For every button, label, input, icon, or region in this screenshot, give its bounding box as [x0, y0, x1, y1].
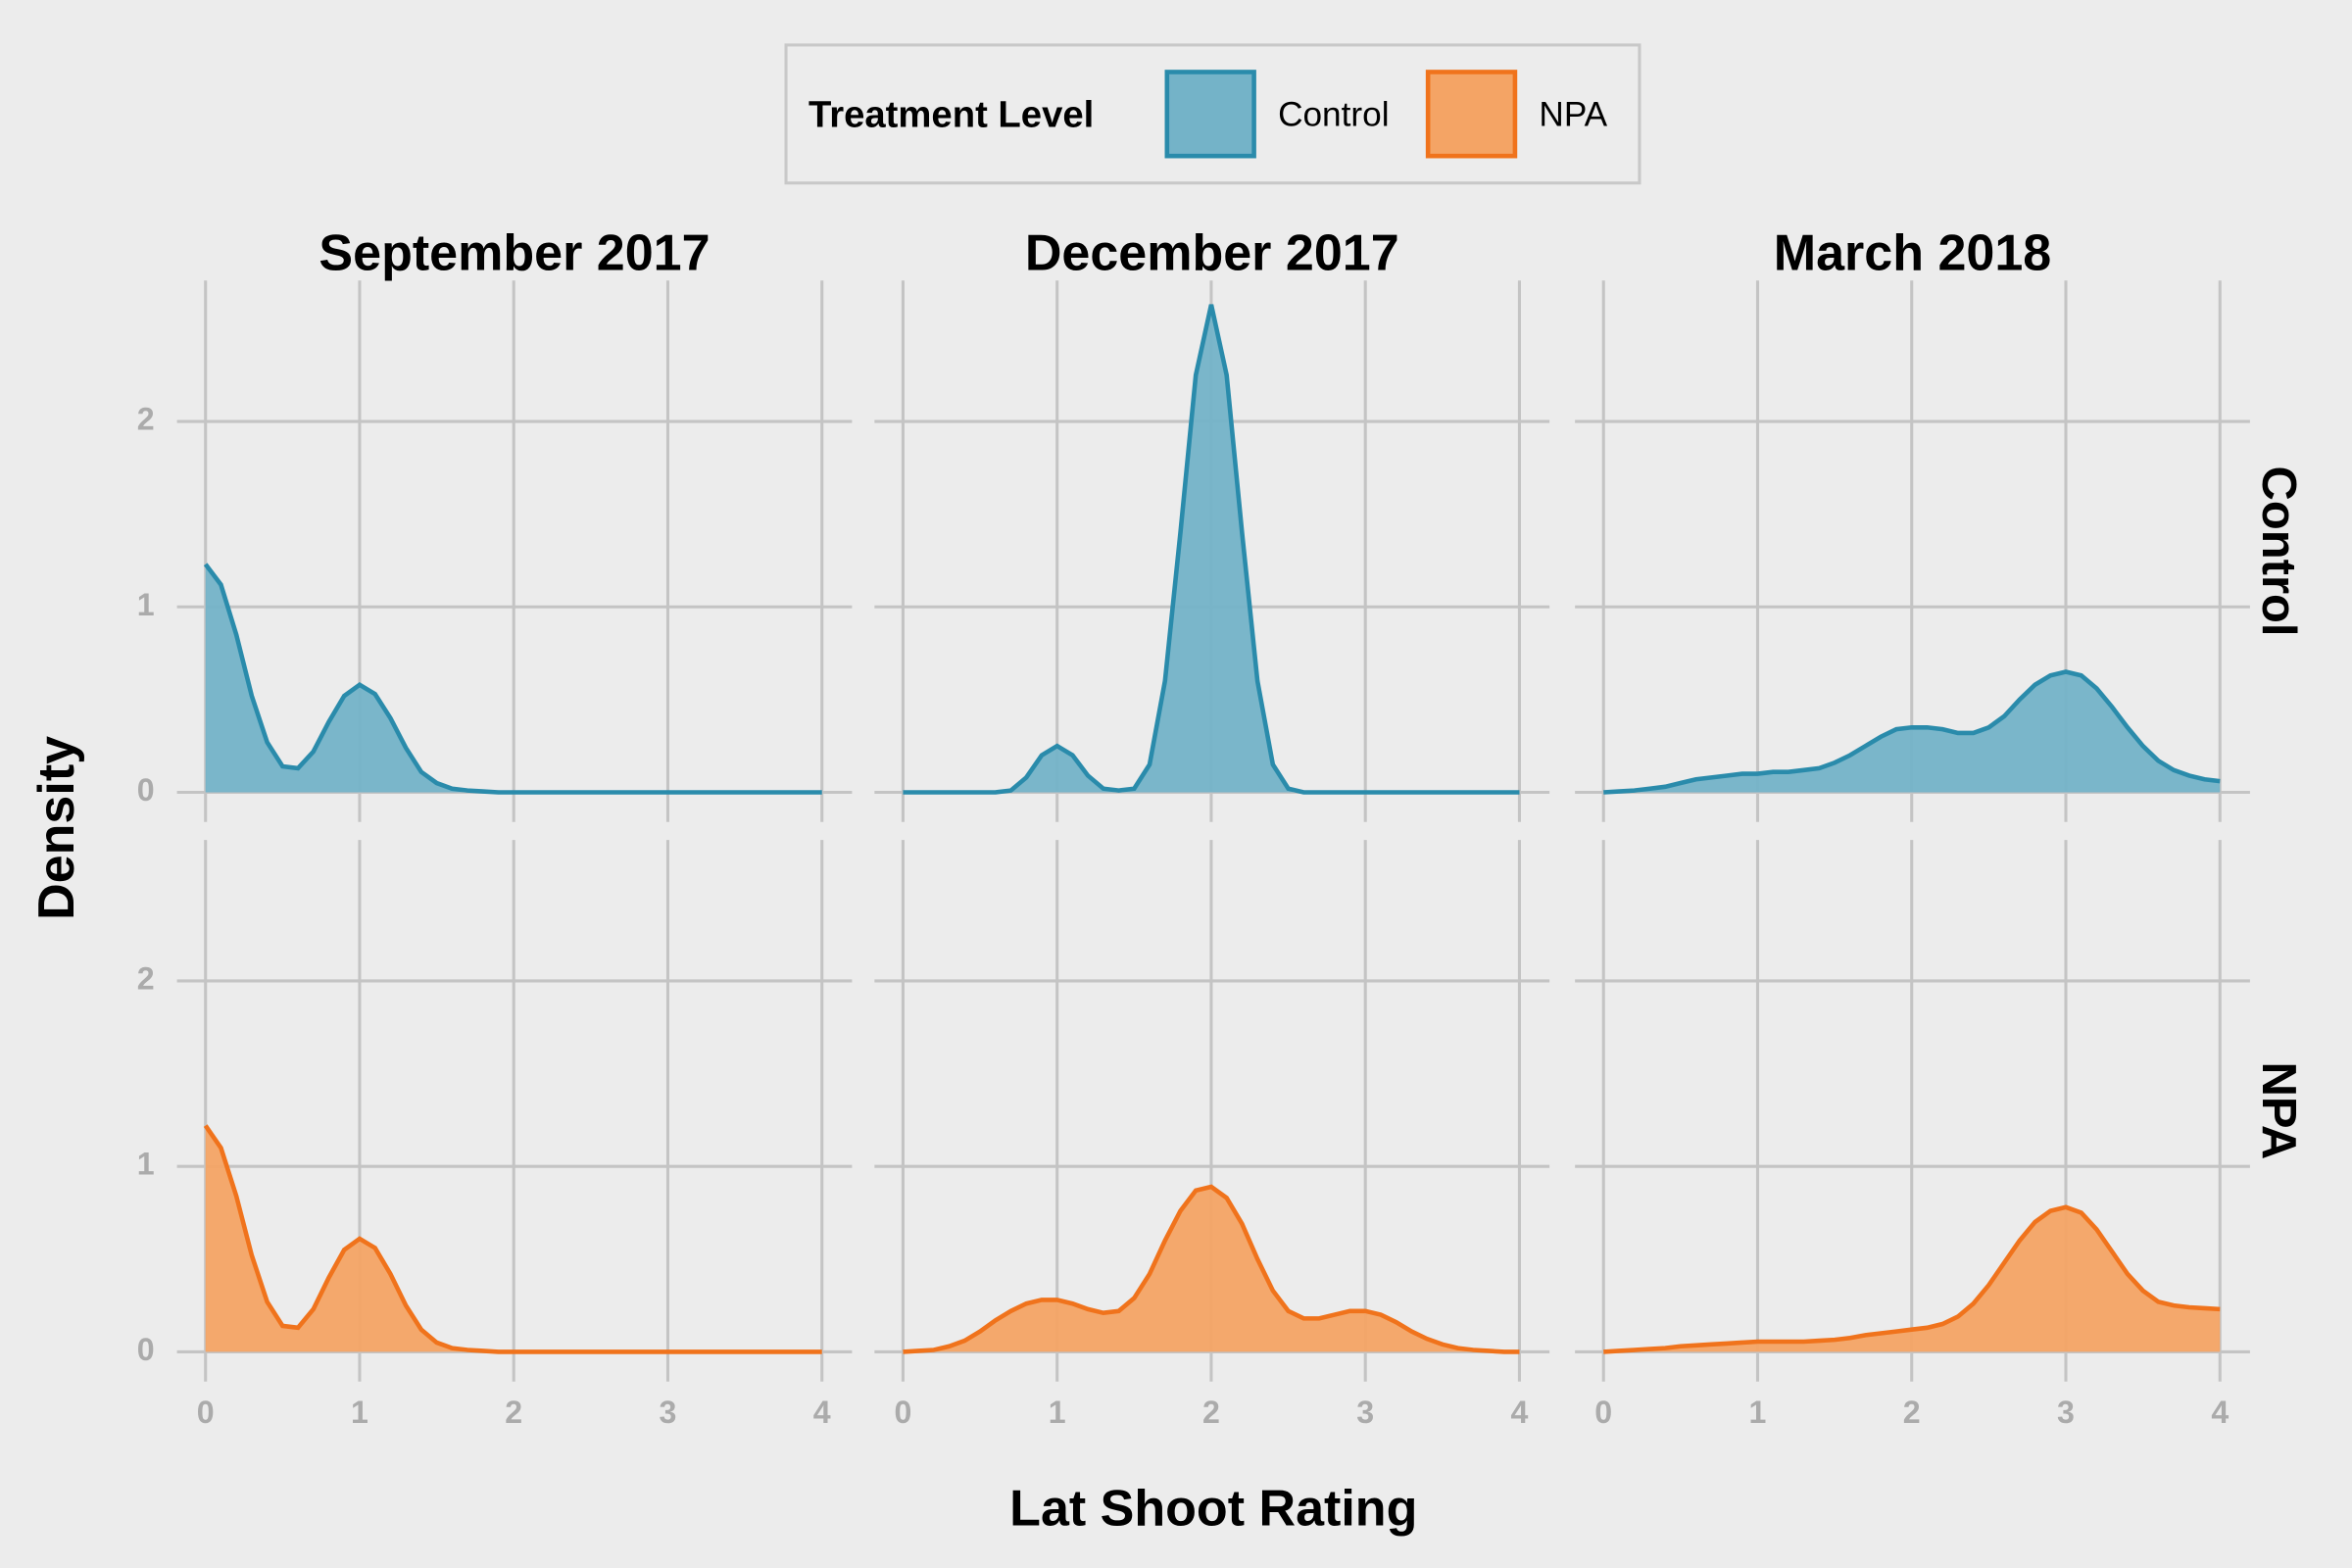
density-area: [1603, 1206, 2221, 1352]
density-line: [1603, 669, 2221, 795]
y-tick-label: 2: [137, 960, 155, 996]
density-area: [205, 1125, 822, 1352]
legend-key: [1164, 70, 1256, 159]
facet-title: March 2018: [1774, 224, 2051, 281]
x-tick-label: 4: [2211, 1395, 2229, 1430]
facet-title: December 2017: [1025, 224, 1399, 281]
x-tick-label: 3: [1356, 1395, 1374, 1430]
y-tick-label: 2: [137, 402, 155, 437]
y-tick-label: 1: [137, 1147, 155, 1182]
y-tick-label: 1: [137, 587, 155, 622]
density-line: [903, 304, 1520, 795]
facet-row-label: NPA: [2252, 1062, 2305, 1160]
density-area: [205, 564, 822, 793]
x-tick-label: 1: [351, 1395, 368, 1430]
density-line: [203, 1124, 822, 1354]
density-line: [903, 1184, 1520, 1354]
x-tick-label: 0: [895, 1395, 912, 1430]
density-line: [203, 563, 822, 795]
legend-title: Treatment Level: [808, 93, 1094, 135]
y-tick-label: 0: [137, 1332, 155, 1367]
x-tick-label: 3: [660, 1395, 677, 1430]
density-area: [903, 1187, 1520, 1352]
x-tick-label: 0: [1594, 1395, 1612, 1430]
x-tick-label: 2: [1903, 1395, 1921, 1430]
legend-key: [1425, 70, 1518, 159]
x-tick-label: 4: [1511, 1395, 1529, 1430]
x-axis-label: Lat Shoot Rating: [1009, 1481, 1417, 1538]
density-area: [1603, 671, 2221, 793]
y-axis-label: Density: [28, 736, 85, 920]
x-tick-label: 4: [813, 1395, 831, 1430]
x-tick-label: 3: [2057, 1395, 2075, 1430]
legend-label: NPA: [1539, 96, 1607, 134]
x-tick-label: 1: [1749, 1395, 1767, 1430]
density-area: [903, 304, 1520, 793]
x-tick-label: 2: [505, 1395, 522, 1430]
x-tick-label: 2: [1202, 1395, 1220, 1430]
x-tick-label: 1: [1049, 1395, 1066, 1430]
facet-title: September 2017: [318, 224, 710, 281]
density-line: [1603, 1204, 2221, 1354]
y-tick-label: 0: [137, 772, 155, 808]
facet-row-label: Control: [2252, 466, 2305, 636]
legend-label: Control: [1278, 96, 1389, 134]
x-tick-label: 0: [197, 1395, 215, 1430]
